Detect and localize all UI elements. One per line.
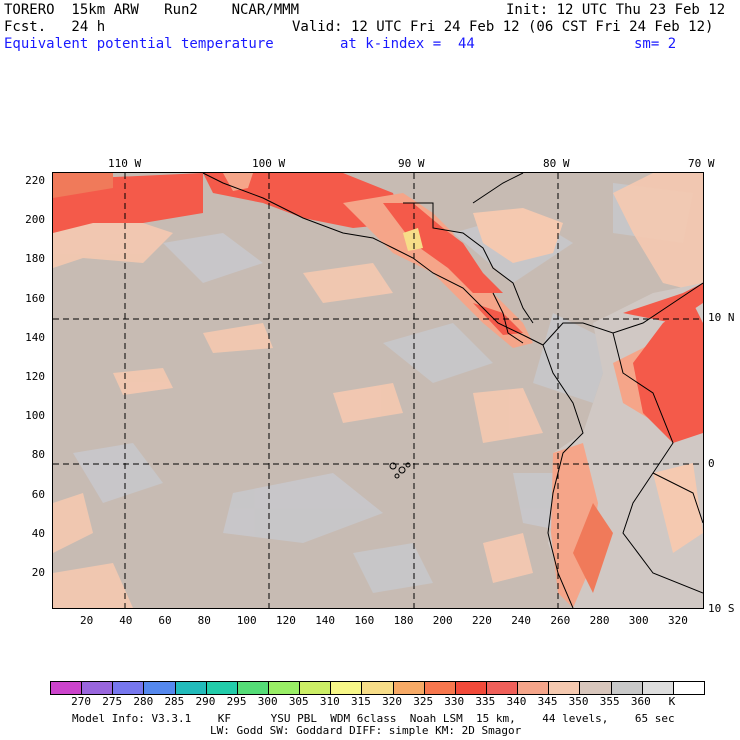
colorbar-swatch [549, 682, 581, 694]
x-tick-label: 80 [197, 614, 211, 627]
lon-label-80w: 80 W [543, 157, 570, 170]
colorbar-label: 315 [351, 695, 371, 708]
map-panel [52, 172, 704, 609]
colorbar-label: 355 [599, 695, 620, 708]
y-tick-label: 140 [25, 330, 45, 344]
physics-info: LW: Godd SW: Goddard DIFF: simple KM: 2D… [210, 724, 522, 737]
y-tick-label: 160 [25, 291, 45, 305]
colorbar-swatch [51, 682, 83, 694]
x-tick-label: 260 [550, 614, 571, 627]
level-info: at k-index = 44 [340, 36, 475, 52]
galapagos-islands [389, 462, 411, 479]
colorbar-swatch [393, 682, 425, 694]
colorbar-swatch [580, 682, 612, 694]
colorbar-swatch [642, 682, 674, 694]
colorbar-label: 305 [288, 695, 309, 708]
x-tick-label: 120 [276, 614, 296, 627]
x-tick-label: 320 [668, 614, 688, 627]
colorbar-swatch [237, 682, 269, 694]
map-svg [53, 173, 703, 608]
x-tick-label: 140 [315, 614, 336, 627]
x-tick-label: 20 [80, 614, 94, 627]
coastlines [202, 173, 703, 608]
y-tick-label: 60 [31, 487, 45, 501]
colorbar-label: 280 [133, 695, 154, 708]
colorbar-label: K [668, 695, 676, 708]
colorbar-swatch [673, 682, 704, 694]
y-tick-label: 200 [25, 213, 45, 227]
colorbar-label: 310 [319, 695, 340, 708]
x-tick-label: 160 [354, 614, 375, 627]
colorbar-label: 350 [568, 695, 589, 708]
colorbar-label: 295 [226, 695, 247, 708]
colorbar-label: 290 [195, 695, 216, 708]
colorbar-label: 285 [164, 695, 185, 708]
colorbar-swatch [82, 682, 114, 694]
colorbar-swatch [362, 682, 394, 694]
y-tick-label: 20 [31, 566, 45, 579]
colorbar-swatch [175, 682, 207, 694]
lat-label-0: 0 [708, 457, 715, 470]
x-tick-label: 220 [472, 614, 492, 627]
valid-time: Valid: 12 UTC Fri 24 Feb 12 (06 CST Fri … [292, 19, 714, 35]
colorbar-swatch [144, 682, 176, 694]
y-tick-label: 220 [25, 174, 45, 187]
colorbar-label: 320 [382, 695, 402, 708]
lon-label-70w: 70 W [688, 157, 715, 170]
warm-light-patches [53, 173, 703, 608]
lat-label-10n: 10 N [708, 311, 735, 324]
x-tick-label: 300 [628, 614, 649, 627]
colorbar-swatch [113, 682, 145, 694]
lat-label-10s: 10 S [708, 602, 735, 615]
model-info: Model Info: V3.3.1 KF YSU PBL WDM 6class… [72, 712, 675, 725]
y-tick-label: 80 [31, 448, 45, 462]
y-tick-label: 120 [25, 370, 45, 383]
colorbar-label: 270 [71, 695, 92, 708]
lon-label-110w: 110 W [108, 157, 142, 170]
colorbar-label: 345 [537, 695, 558, 708]
init-time: Init: 12 UTC Thu 23 Feb 12 [506, 2, 726, 18]
lon-label-100w: 100 W [252, 157, 286, 170]
colorbar-label: 340 [506, 695, 527, 708]
south-america-warm [548, 283, 703, 608]
colorbar-label: 360 [630, 695, 651, 708]
x-tick-label: 240 [511, 614, 532, 627]
colorbar-label: 335 [475, 695, 496, 708]
model-title: TORERO 15km ARW Run2 NCAR/MMM [4, 2, 300, 18]
colorbar-swatch [611, 682, 643, 694]
colorbar-swatch [331, 682, 363, 694]
colorbar-swatch [300, 682, 332, 694]
colorbar [50, 681, 705, 695]
colorbar-swatch [206, 682, 238, 694]
lon-label-90w: 90 W [398, 157, 425, 170]
colorbar-swatch [455, 682, 487, 694]
colorbar-swatch [268, 682, 301, 694]
x-tick-label: 180 [393, 614, 414, 627]
colorbar-label: 330 [444, 695, 465, 708]
y-tick-label: 100 [25, 409, 45, 423]
colorbar-label: 275 [102, 695, 123, 708]
forecast-hour: Fcst. 24 h [4, 19, 106, 35]
y-tick-label: 40 [31, 526, 45, 540]
northern-warm-band [53, 173, 403, 233]
x-tick-label: 200 [432, 614, 453, 627]
colorbar-swatch [518, 682, 550, 694]
colorbar-label: 300 [257, 695, 278, 708]
x-tick-label: 40 [119, 614, 133, 627]
colorbar-swatch [424, 682, 456, 694]
smoothing-info: sm= 2 [634, 36, 677, 52]
colorbar-swatch [486, 682, 519, 694]
colorbar-label: 325 [413, 695, 434, 708]
lat-lon-grid [53, 173, 703, 608]
y-tick-label: 180 [25, 252, 45, 266]
x-tick-label: 280 [589, 614, 610, 627]
x-tick-label: 100 [236, 614, 257, 627]
field-name: Equivalent potential temperature [4, 36, 274, 52]
x-tick-label: 60 [158, 614, 172, 627]
